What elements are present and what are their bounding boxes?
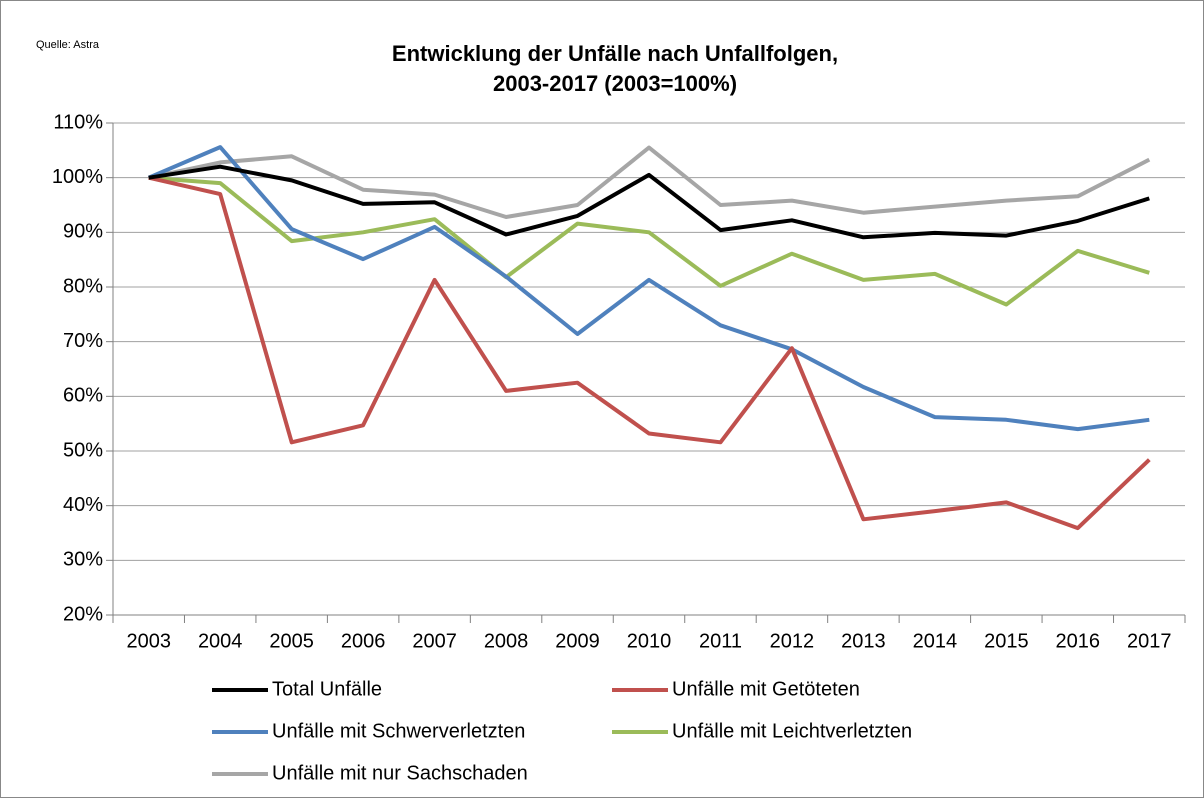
- y-tick-label: 90%: [63, 221, 103, 243]
- legend-label: Total Unfälle: [272, 678, 382, 700]
- y-tick-label: 80%: [63, 275, 103, 297]
- x-tick-label: 2016: [1056, 630, 1101, 652]
- x-tick-label: 2010: [627, 630, 672, 652]
- y-tick-label: 40%: [63, 494, 103, 516]
- legend-label: Unfälle mit Schwerverletzten: [272, 720, 525, 742]
- legend-label: Unfälle mit Leichtverletzten: [672, 720, 912, 742]
- x-tick-label: 2005: [269, 630, 314, 652]
- x-tick-label: 2006: [341, 630, 386, 652]
- x-tick-label: 2014: [913, 630, 958, 652]
- x-tick-label: 2011: [699, 630, 742, 652]
- x-tick-label: 2009: [555, 630, 600, 652]
- x-tick-label: 2012: [770, 630, 815, 652]
- x-tick-label: 2004: [198, 630, 243, 652]
- x-tick-label: 2015: [984, 630, 1029, 652]
- y-tick-label: 60%: [63, 385, 103, 407]
- series-line: [148, 145, 1151, 219]
- series-line: [147, 145, 1150, 432]
- x-tick-label: 2013: [841, 630, 886, 652]
- x-tick-label: 2008: [484, 630, 529, 652]
- chart-title: Entwicklung der Unfälle nach Unfallfolge…: [392, 41, 838, 66]
- legend-label: Unfälle mit Getöteten: [672, 678, 860, 700]
- series-line: [148, 175, 1151, 531]
- x-tick-label: 2007: [412, 630, 457, 652]
- y-tick-label: 30%: [63, 549, 103, 571]
- y-tick-label: 110%: [53, 111, 103, 133]
- source-note: Quelle: Astra: [36, 39, 100, 51]
- y-tick-label: 70%: [63, 330, 103, 352]
- x-tick-label: 2017: [1127, 630, 1172, 652]
- x-tick-label: 2003: [126, 630, 171, 652]
- series-line: [148, 164, 1150, 240]
- chart-title: 2003-2017 (2003=100%): [493, 71, 737, 96]
- y-tick-label: 20%: [63, 603, 103, 625]
- legend-label: Unfälle mit nur Sachschaden: [272, 762, 528, 784]
- y-tick-label: 50%: [63, 439, 103, 461]
- y-tick-label: 100%: [52, 166, 103, 188]
